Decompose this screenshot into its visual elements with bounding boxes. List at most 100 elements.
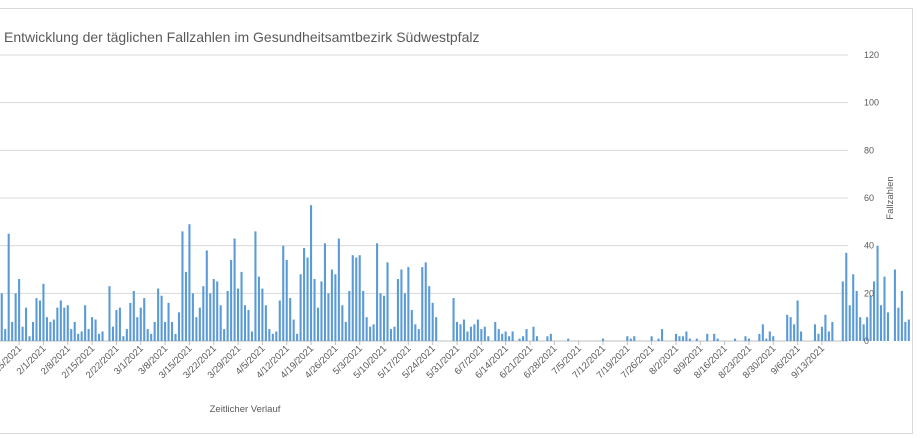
bar (535, 336, 538, 341)
bar (195, 317, 198, 341)
bar (292, 319, 295, 341)
bar (362, 290, 365, 341)
bar (174, 333, 177, 341)
bar (289, 298, 292, 341)
bar (38, 300, 42, 341)
bar (188, 224, 191, 341)
bar (389, 329, 393, 341)
bar (303, 248, 306, 341)
bar (761, 324, 764, 341)
bar (820, 326, 823, 341)
bar (0, 293, 3, 341)
bar (452, 298, 455, 341)
bar (546, 336, 549, 341)
bar (480, 329, 483, 341)
bar (376, 243, 379, 341)
bar (153, 321, 156, 341)
bar (320, 281, 323, 341)
bar (177, 312, 181, 341)
bar (306, 257, 309, 341)
bar (393, 326, 396, 341)
bar (396, 279, 399, 341)
bar (369, 326, 372, 341)
bar (275, 331, 278, 341)
bar (695, 338, 698, 341)
bar (866, 317, 869, 341)
bar (661, 329, 664, 341)
bar (824, 314, 827, 341)
bar (685, 331, 688, 341)
bar (341, 305, 344, 341)
y-tick-label: 100 (864, 98, 879, 108)
bar (459, 324, 462, 341)
bar (678, 336, 681, 341)
bar (25, 307, 28, 341)
bar (150, 333, 153, 341)
bar (132, 290, 135, 341)
bar (98, 333, 101, 341)
bar (497, 329, 500, 341)
bar (567, 338, 570, 341)
bar (681, 336, 684, 341)
bar (202, 286, 205, 341)
bar (358, 255, 361, 341)
bar (734, 338, 737, 341)
bar (504, 331, 507, 341)
bar (355, 257, 358, 341)
bar (327, 293, 330, 341)
bar (372, 324, 375, 341)
bar (765, 338, 768, 341)
bar (11, 321, 14, 341)
bar (268, 329, 271, 341)
bar (59, 300, 62, 341)
bar (786, 314, 789, 341)
x-axis-ticks: 1/25/20212/1/20212/8/20212/15/20212/22/2… (0, 341, 827, 381)
bar (237, 288, 240, 341)
bar (77, 333, 80, 341)
bar (883, 276, 886, 341)
chart-title: Entwicklung der täglichen Fallzahlen im … (4, 29, 480, 45)
bar (508, 336, 511, 341)
bar (73, 321, 76, 341)
bar (796, 300, 799, 341)
bar (873, 281, 876, 341)
bar (841, 281, 844, 341)
bar (313, 279, 316, 341)
bar (800, 331, 803, 341)
bar (18, 279, 21, 341)
bar (435, 317, 438, 341)
bar (744, 336, 747, 341)
bar (146, 329, 149, 341)
bar (226, 290, 229, 341)
bar (198, 307, 201, 341)
bar (476, 319, 479, 341)
bar (633, 336, 636, 341)
bar (601, 338, 605, 341)
bar (70, 329, 73, 341)
bar (758, 333, 761, 341)
bar (904, 321, 907, 341)
bar (852, 274, 855, 341)
bar (674, 333, 678, 341)
bar (282, 245, 285, 341)
bar (115, 310, 118, 341)
bar (907, 319, 910, 341)
bar (549, 333, 552, 341)
bar (310, 205, 313, 341)
bar (462, 319, 466, 341)
bar (184, 271, 187, 341)
bar (344, 321, 347, 341)
bar (848, 305, 851, 341)
bar (45, 317, 48, 341)
bar (525, 329, 528, 341)
bar (424, 262, 427, 341)
bar (94, 319, 97, 341)
bar (382, 295, 386, 341)
bar (233, 238, 236, 341)
grid-lines (0, 54, 848, 342)
bar (626, 336, 629, 341)
bar (63, 307, 66, 341)
bar (243, 305, 247, 341)
bar (768, 331, 771, 341)
